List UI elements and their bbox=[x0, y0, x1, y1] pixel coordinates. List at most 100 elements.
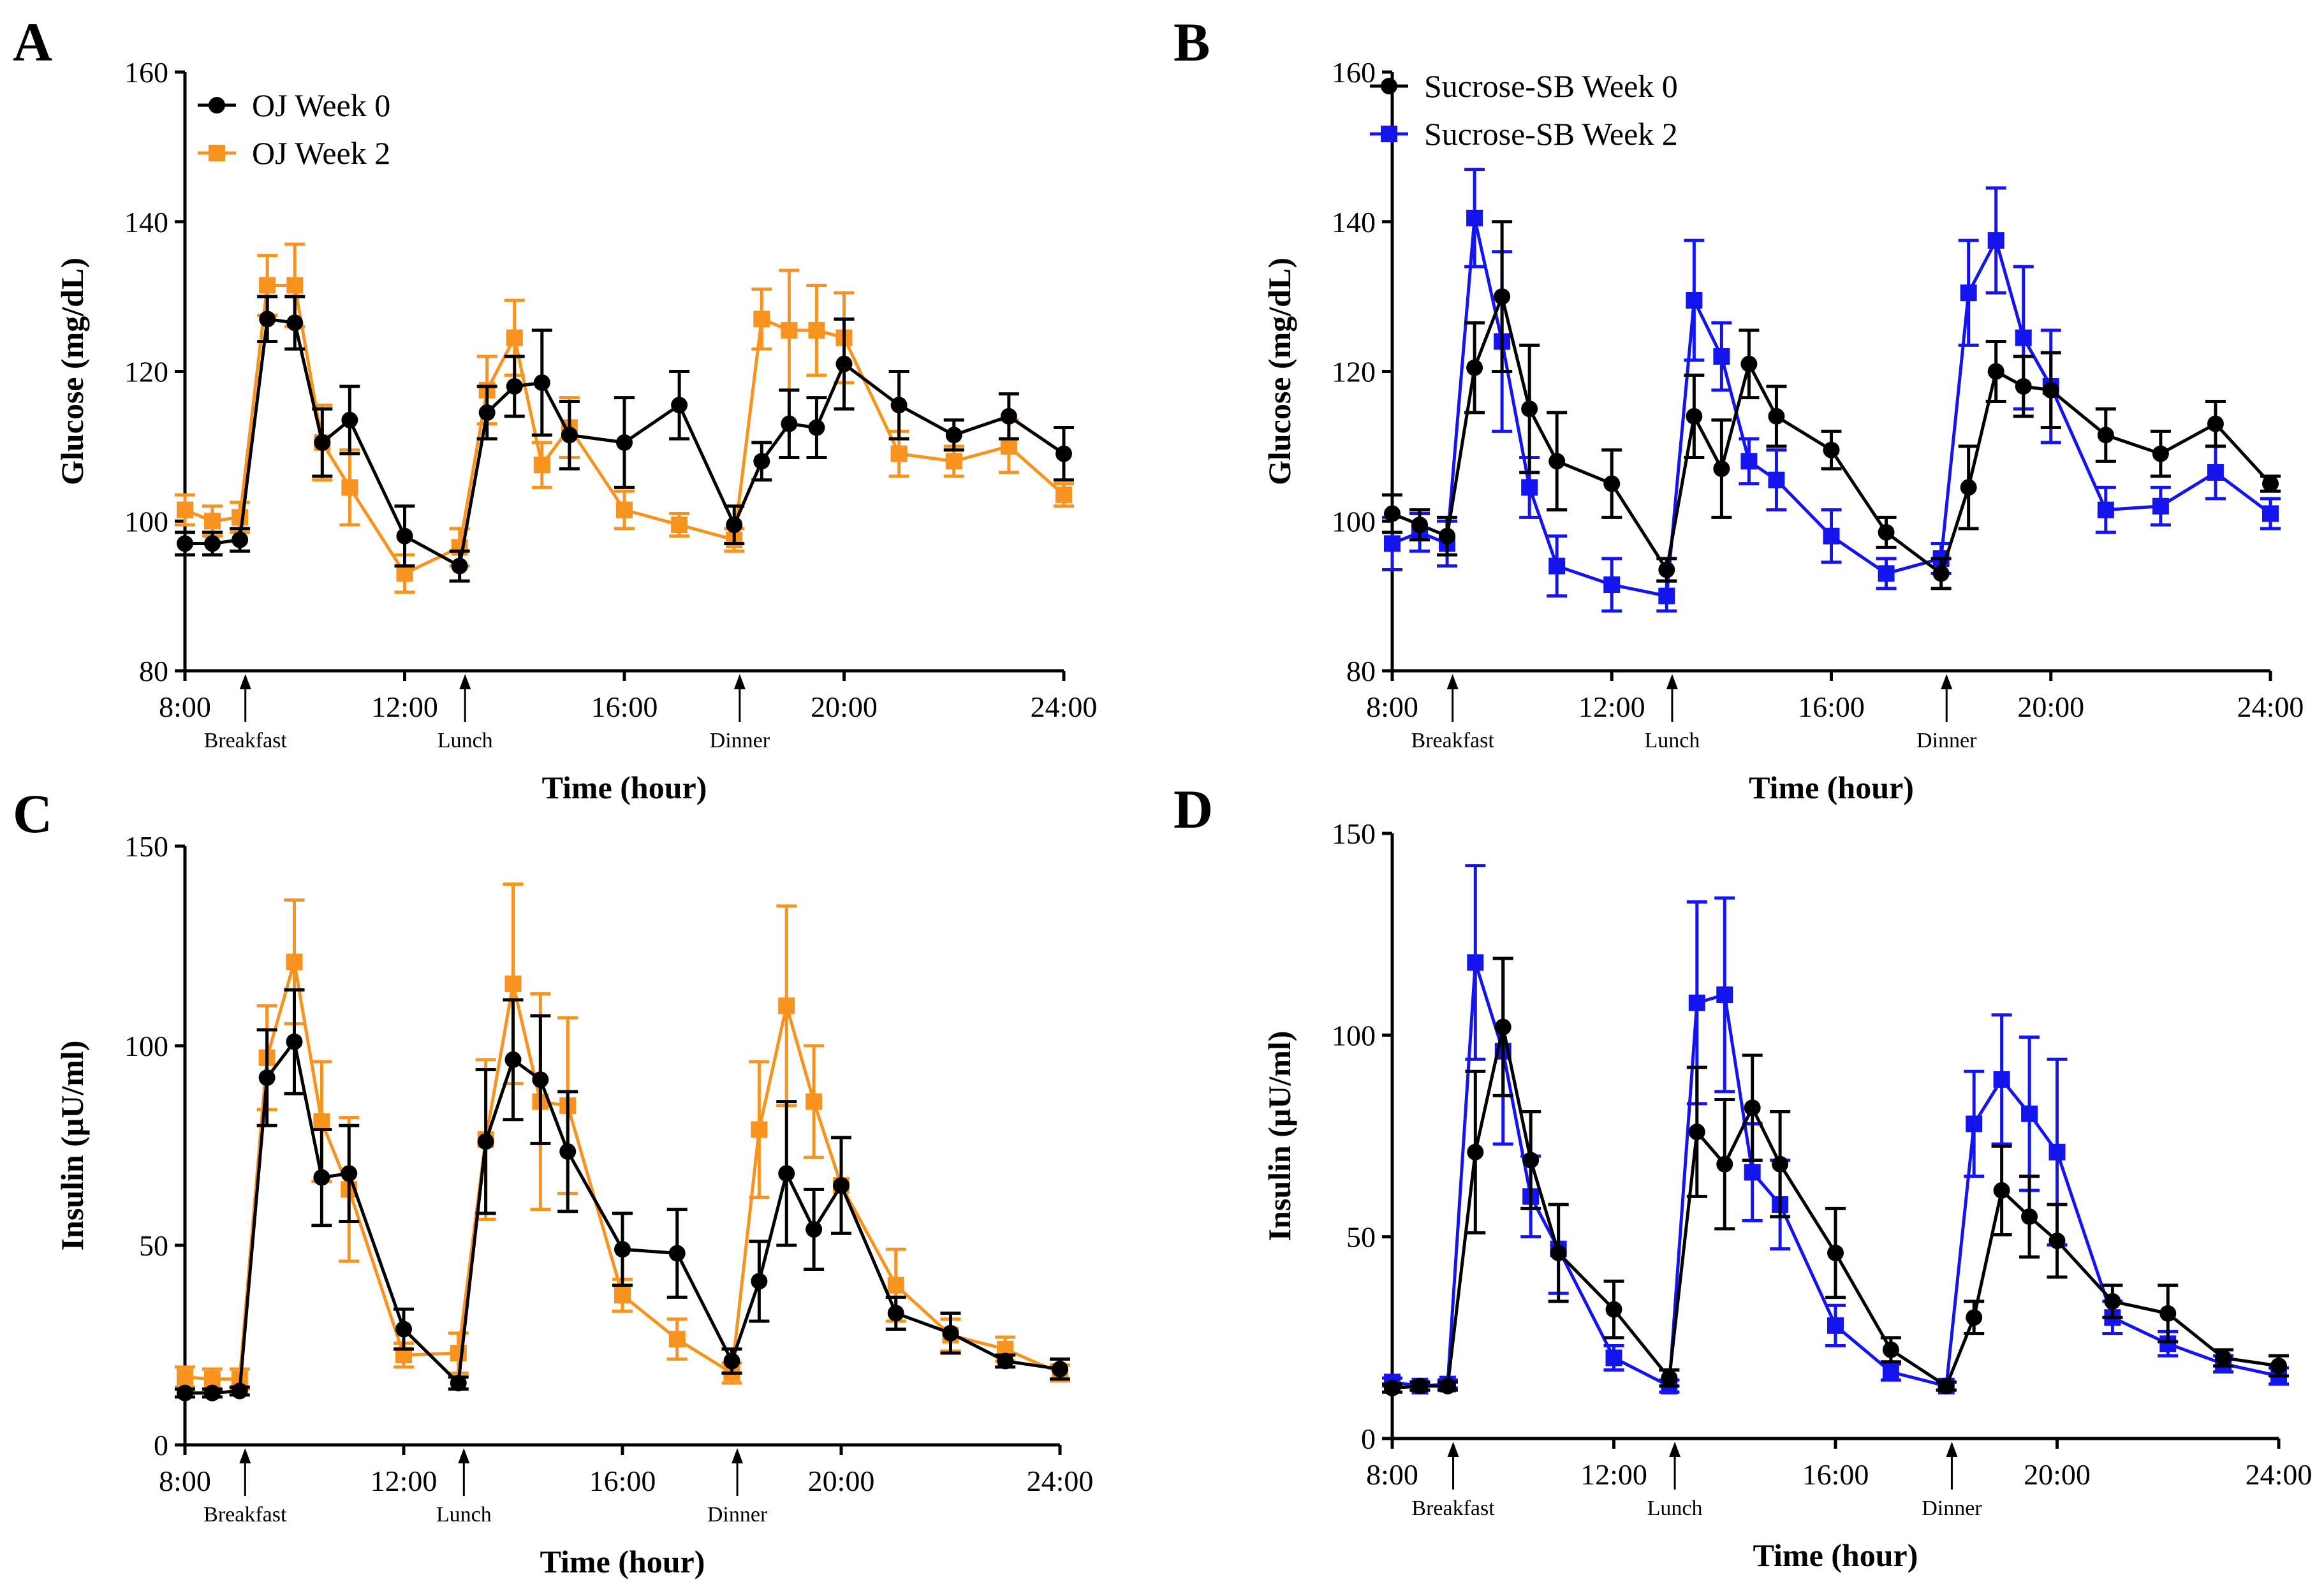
series bbox=[1382, 864, 2289, 1395]
data-point bbox=[751, 1273, 768, 1290]
data-point bbox=[1521, 400, 1538, 418]
meal-arrow-head bbox=[1946, 1442, 1958, 1457]
y-axis-title: Glucose (mg/dL) bbox=[54, 258, 90, 485]
x-tick-label: 24:00 bbox=[2237, 691, 2304, 723]
legend-swatch-marker bbox=[1381, 78, 1397, 94]
data-point bbox=[341, 479, 358, 496]
data-point bbox=[1827, 1317, 1844, 1334]
meal-label: Lunch bbox=[1644, 729, 1700, 752]
data-point bbox=[1439, 1377, 1456, 1395]
series bbox=[1382, 168, 2281, 613]
data-point bbox=[2159, 1305, 2177, 1322]
data-point bbox=[396, 565, 413, 582]
data-point bbox=[1768, 471, 1785, 488]
data-point bbox=[751, 1121, 768, 1138]
data-point bbox=[614, 1287, 631, 1304]
data-point bbox=[286, 277, 304, 294]
data-point bbox=[2042, 381, 2059, 399]
data-point bbox=[1827, 1244, 1844, 1261]
data-point bbox=[616, 501, 633, 518]
data-point bbox=[1658, 587, 1675, 604]
data-point bbox=[286, 314, 304, 332]
data-point bbox=[2207, 415, 2224, 432]
x-tick-label: 8:00 bbox=[1366, 1458, 1418, 1491]
panel-letter: B bbox=[1173, 11, 1210, 73]
data-point bbox=[671, 397, 688, 414]
data-point bbox=[533, 457, 550, 474]
series-line bbox=[184, 960, 1061, 1381]
legend-label: Sucrose-SB Week 0 bbox=[1424, 68, 1678, 104]
data-point bbox=[1467, 1143, 1484, 1161]
data-point bbox=[232, 509, 249, 526]
data-point bbox=[506, 329, 523, 346]
data-point bbox=[1823, 441, 1840, 458]
panel-letter: A bbox=[13, 11, 52, 73]
data-point bbox=[561, 427, 578, 444]
data-point bbox=[341, 1165, 358, 1182]
data-point bbox=[805, 1220, 823, 1238]
meal-arrow-head bbox=[732, 1448, 744, 1463]
data-point bbox=[450, 1374, 467, 1391]
x-axis-title: Time (hour) bbox=[542, 770, 707, 805]
data-point bbox=[2048, 1232, 2066, 1249]
data-point bbox=[1772, 1155, 1789, 1173]
data-point bbox=[450, 1345, 467, 1362]
data-point bbox=[1384, 505, 1401, 522]
data-point bbox=[177, 501, 193, 518]
panel-letter: C bbox=[13, 783, 52, 844]
data-point bbox=[1521, 479, 1538, 496]
data-point bbox=[313, 1169, 330, 1186]
x-axis-title: Time (hour) bbox=[1753, 1537, 1918, 1573]
data-point bbox=[504, 975, 522, 992]
meal-arrow-head bbox=[239, 674, 251, 689]
data-point bbox=[2270, 1358, 2287, 1375]
data-point bbox=[781, 415, 798, 432]
meal-label: Dinner bbox=[707, 1503, 768, 1527]
legend-label: OJ Week 0 bbox=[252, 87, 390, 123]
data-point bbox=[1882, 1341, 1899, 1358]
data-point bbox=[2262, 505, 2279, 522]
panel-a: A 80 100 120 140 160 8:00 12:00 16:00 20:00 24:00 T… bbox=[13, 11, 1097, 805]
data-point bbox=[1966, 1115, 1983, 1132]
data-point bbox=[671, 516, 688, 534]
x-tick-label: 8:00 bbox=[159, 691, 211, 723]
data-point bbox=[997, 1352, 1014, 1370]
series bbox=[175, 882, 1070, 1391]
data-point bbox=[1740, 453, 1758, 470]
series-line bbox=[1392, 960, 2279, 1388]
data-point bbox=[1932, 565, 1950, 582]
data-point bbox=[177, 1384, 193, 1402]
meal-label: Dinner bbox=[1922, 1497, 1982, 1520]
data-point bbox=[232, 531, 249, 548]
data-point bbox=[2104, 1292, 2121, 1310]
y-tick-label: 100 bbox=[124, 505, 168, 538]
data-point bbox=[259, 311, 276, 328]
data-point bbox=[945, 453, 962, 470]
data-point bbox=[204, 535, 221, 552]
data-point bbox=[231, 1382, 248, 1400]
data-point bbox=[1467, 954, 1484, 971]
data-point bbox=[668, 1331, 686, 1348]
data-point bbox=[533, 374, 550, 392]
data-point bbox=[1993, 1182, 2010, 1199]
data-point bbox=[1768, 407, 1785, 425]
meal-arrow-head bbox=[458, 1448, 470, 1463]
data-point bbox=[1744, 1099, 1761, 1117]
data-point bbox=[668, 1245, 686, 1262]
legend: OJ Week 0 OJ Week 2 bbox=[198, 87, 390, 171]
legend-swatch-marker bbox=[209, 97, 225, 113]
data-point bbox=[1494, 1018, 1511, 1036]
data-point bbox=[1548, 453, 1566, 470]
data-point bbox=[1716, 986, 1733, 1004]
data-point bbox=[1603, 475, 1621, 492]
y-axis-title: Insulin (μU/ml) bbox=[54, 1041, 90, 1251]
y-tick-label: 0 bbox=[1361, 1423, 1376, 1455]
data-point bbox=[451, 557, 468, 575]
meal-arrow-head bbox=[1446, 674, 1459, 689]
series-line bbox=[1392, 216, 2272, 598]
data-point bbox=[1686, 291, 1703, 309]
data-point bbox=[1960, 479, 1977, 496]
x-axis-title: Time (hour) bbox=[1749, 770, 1914, 805]
data-point bbox=[1494, 288, 1511, 305]
data-point bbox=[1688, 994, 1705, 1011]
